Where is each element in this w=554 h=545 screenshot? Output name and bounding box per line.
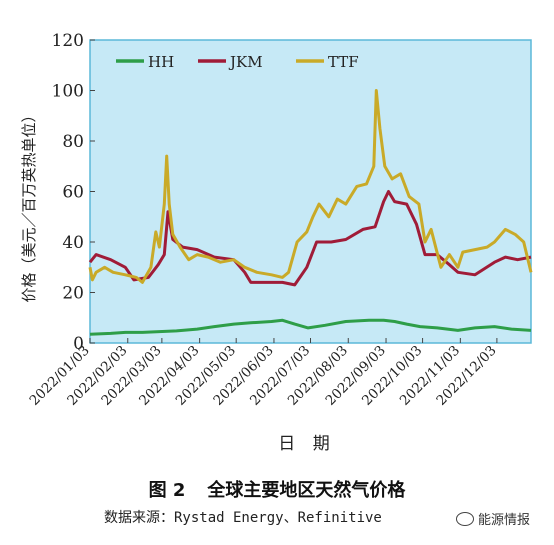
y-tick-label: 120 xyxy=(52,31,84,51)
watermark: 能源情报 xyxy=(456,509,530,528)
legend-label-ttf: TTF xyxy=(328,53,359,71)
watermark-label: 能源情报 xyxy=(478,513,531,528)
y-tick-label: 60 xyxy=(62,183,84,203)
legend: HH JKM TTF xyxy=(116,53,359,71)
y-axis-ticks: 0 20 40 60 80 100 120 xyxy=(52,31,95,354)
series-line-ttf xyxy=(88,89,533,284)
y-tick-label: 80 xyxy=(62,132,84,152)
series-layer xyxy=(88,89,533,336)
y-tick-label: 20 xyxy=(62,284,84,304)
line-chart: 0 20 40 60 80 100 120 2022/01/032022/02/032022… xyxy=(20,31,533,454)
legend-label-hh: HH xyxy=(148,53,174,71)
y-tick-label: 100 xyxy=(52,82,84,102)
x-axis-label: 日 期 xyxy=(278,434,335,454)
plot-area xyxy=(89,39,532,344)
y-axis-label: 价格（美元／百万英热单位） xyxy=(20,107,38,302)
wechat-icon xyxy=(456,512,474,526)
y-tick-label: 0 xyxy=(73,334,84,354)
series-line-hh xyxy=(89,318,532,336)
figure-caption: 图 2 全球主要地区天然气价格 xyxy=(0,476,554,502)
x-axis-ticks: 2022/01/032022/02/032022/03/032022/04/03… xyxy=(26,338,500,409)
source-note: 数据来源：Rystad Energy、Refinitive xyxy=(104,510,382,526)
legend-label-jkm: JKM xyxy=(228,53,263,71)
figure-number: 图 2 xyxy=(148,480,186,501)
figure-title: 全球主要地区天然气价格 xyxy=(207,480,406,501)
y-tick-label: 40 xyxy=(62,233,84,253)
